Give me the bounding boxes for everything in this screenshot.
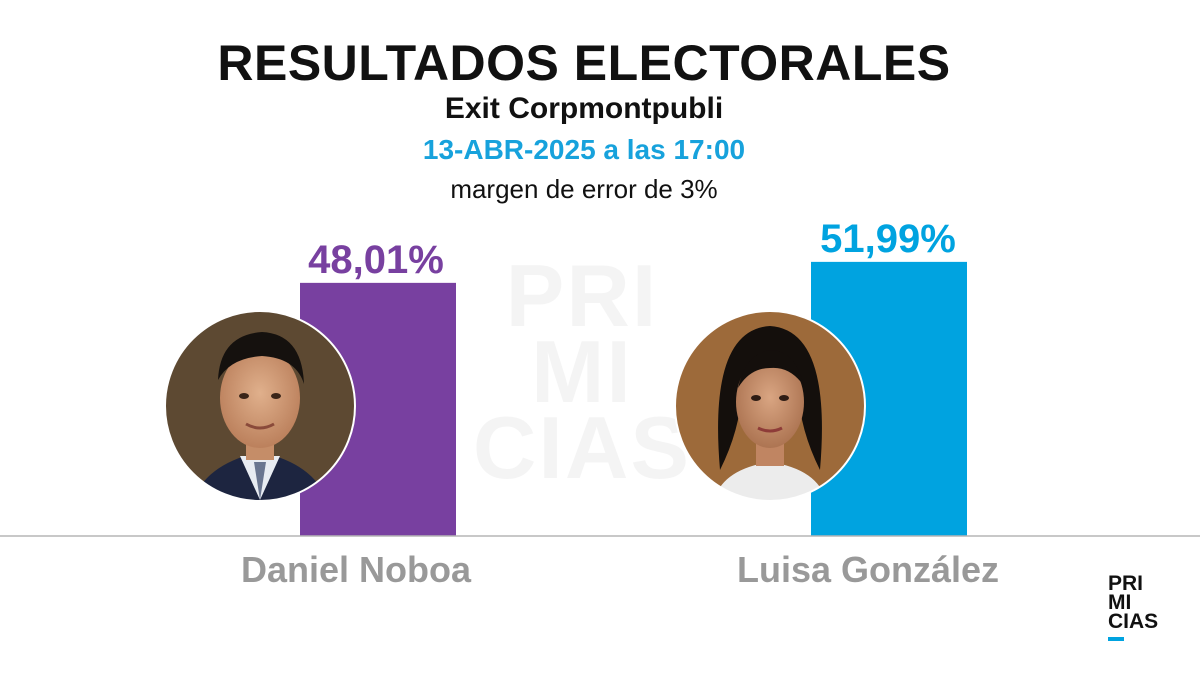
watermark-logo: PRI MI CIAS <box>462 252 702 492</box>
chart-title: RESULTADOS ELECTORALES <box>217 35 951 91</box>
primicias-logo: PRI MI CIAS <box>1108 573 1158 641</box>
chart-date: 13-ABR-2025 a las 17:00 <box>422 134 746 165</box>
category-label-1: Daniel Noboa <box>241 549 472 590</box>
logo-accent-bar <box>1108 637 1124 641</box>
avatar-daniel-noboa <box>164 310 356 502</box>
category-label-2: Luisa González <box>737 549 999 590</box>
error-margin-note: margen de error de 3% <box>450 174 718 204</box>
chart-subtitle: Exit Corpmontpubli <box>444 92 724 125</box>
value-label-1: 48,01% <box>308 238 444 282</box>
value-label-2: 51,99% <box>820 217 956 261</box>
